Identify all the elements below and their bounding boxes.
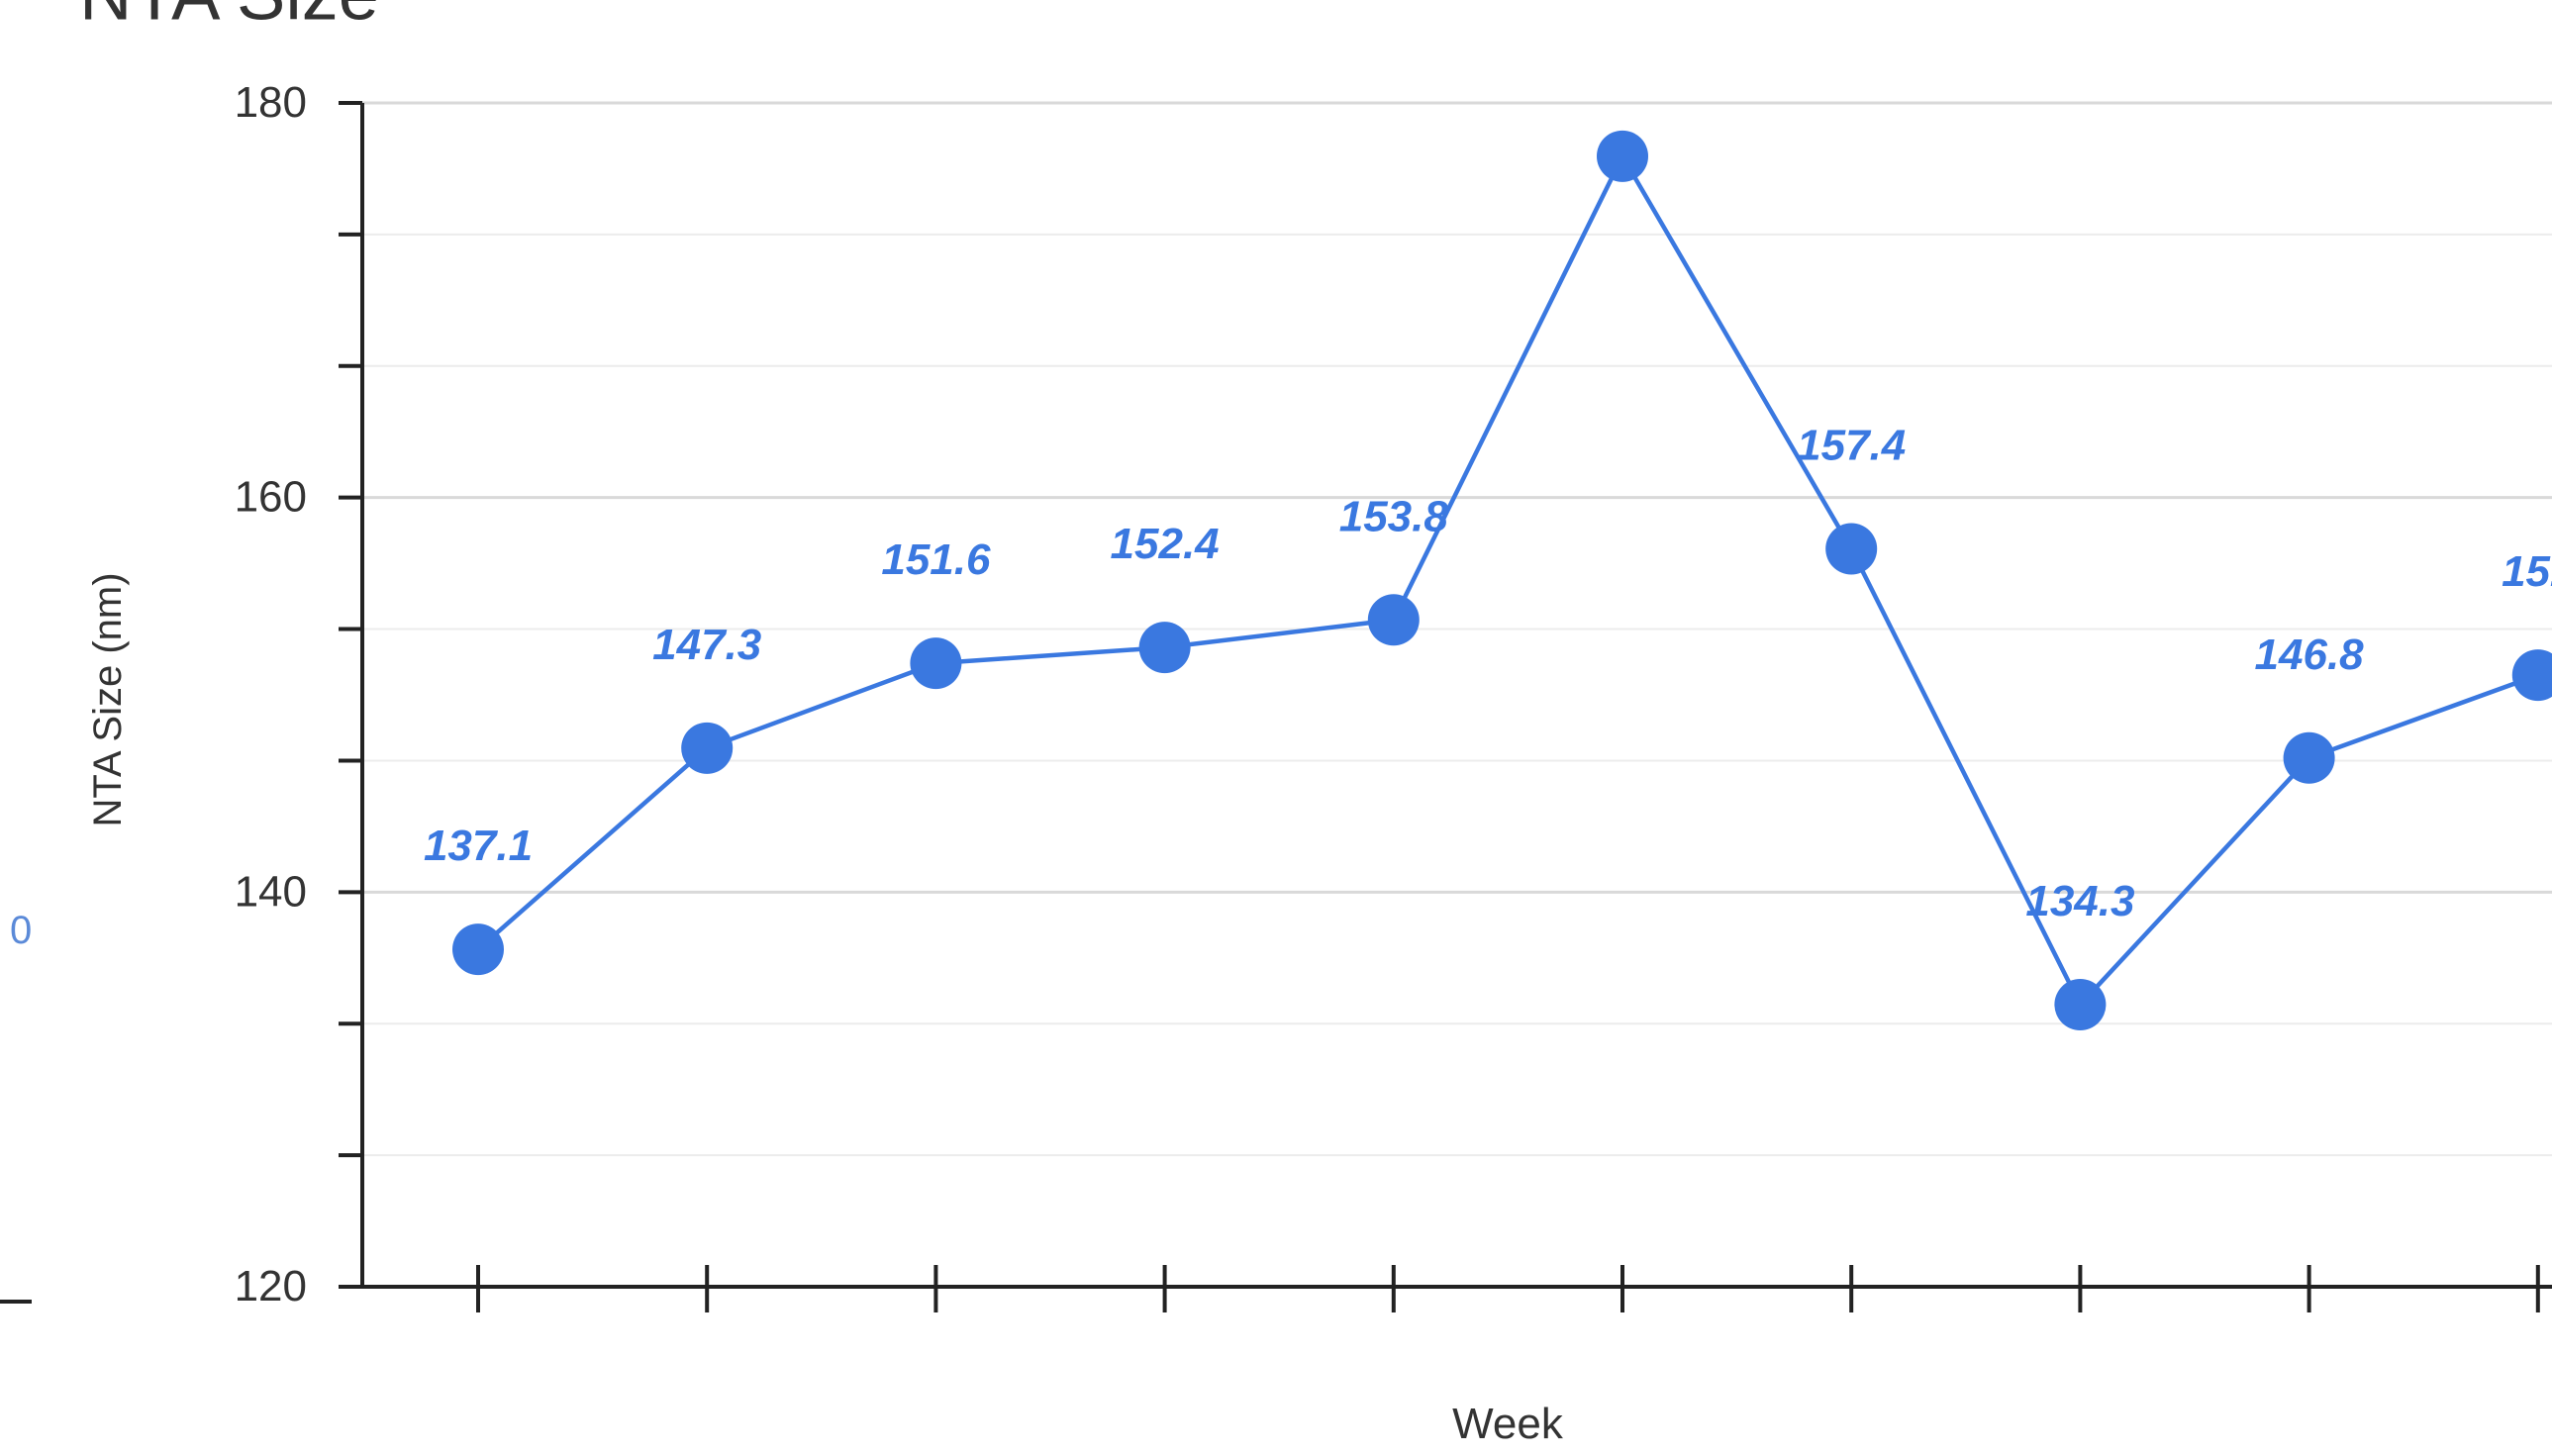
grid xyxy=(362,101,2552,1157)
x-axis-ticks xyxy=(476,1265,2540,1312)
data-label: 152.4 xyxy=(1111,520,1220,568)
data-label: 134.3 xyxy=(2025,877,2134,925)
axes xyxy=(360,103,2552,1289)
chart-title: NTA Size xyxy=(79,0,379,36)
data-point xyxy=(1597,130,1648,182)
data-label: 153.8 xyxy=(1339,492,1449,540)
x-axis-label: Week xyxy=(1452,1400,1564,1448)
y-tick-label: 180 xyxy=(235,78,307,127)
data-point xyxy=(1825,523,1878,575)
series-line xyxy=(476,153,2539,1008)
left-panel-fragment: 0 xyxy=(0,909,32,1304)
data-point xyxy=(681,722,734,774)
data-point xyxy=(452,923,504,976)
y-axis-label: NTA Size (nm) xyxy=(86,572,130,826)
data-point xyxy=(1138,622,1191,674)
data-point xyxy=(2511,649,2552,702)
y-tick-label: 140 xyxy=(235,867,307,916)
data-label: 146.8 xyxy=(2255,631,2365,679)
data-label: 157.4 xyxy=(1797,421,1906,469)
data-label: 147.3 xyxy=(652,621,761,669)
data-point xyxy=(2283,731,2335,784)
data-point xyxy=(2054,978,2107,1030)
data-label: 151 xyxy=(2502,547,2552,596)
data-label: 151.6 xyxy=(881,535,991,584)
left-panel-label-fragment: 0 xyxy=(10,909,32,952)
y-axis-ticks: 120 140 160 180 xyxy=(235,78,362,1310)
data-point xyxy=(1367,594,1420,646)
series-layer: 137.1 147.3 151.6 152.4 153.8 157.4 134.3 146.8… xyxy=(424,130,2552,1030)
data-label: 137.1 xyxy=(424,822,533,870)
data-point xyxy=(910,637,962,690)
y-tick-label: 120 xyxy=(235,1262,307,1310)
y-tick-label: 160 xyxy=(235,473,307,522)
